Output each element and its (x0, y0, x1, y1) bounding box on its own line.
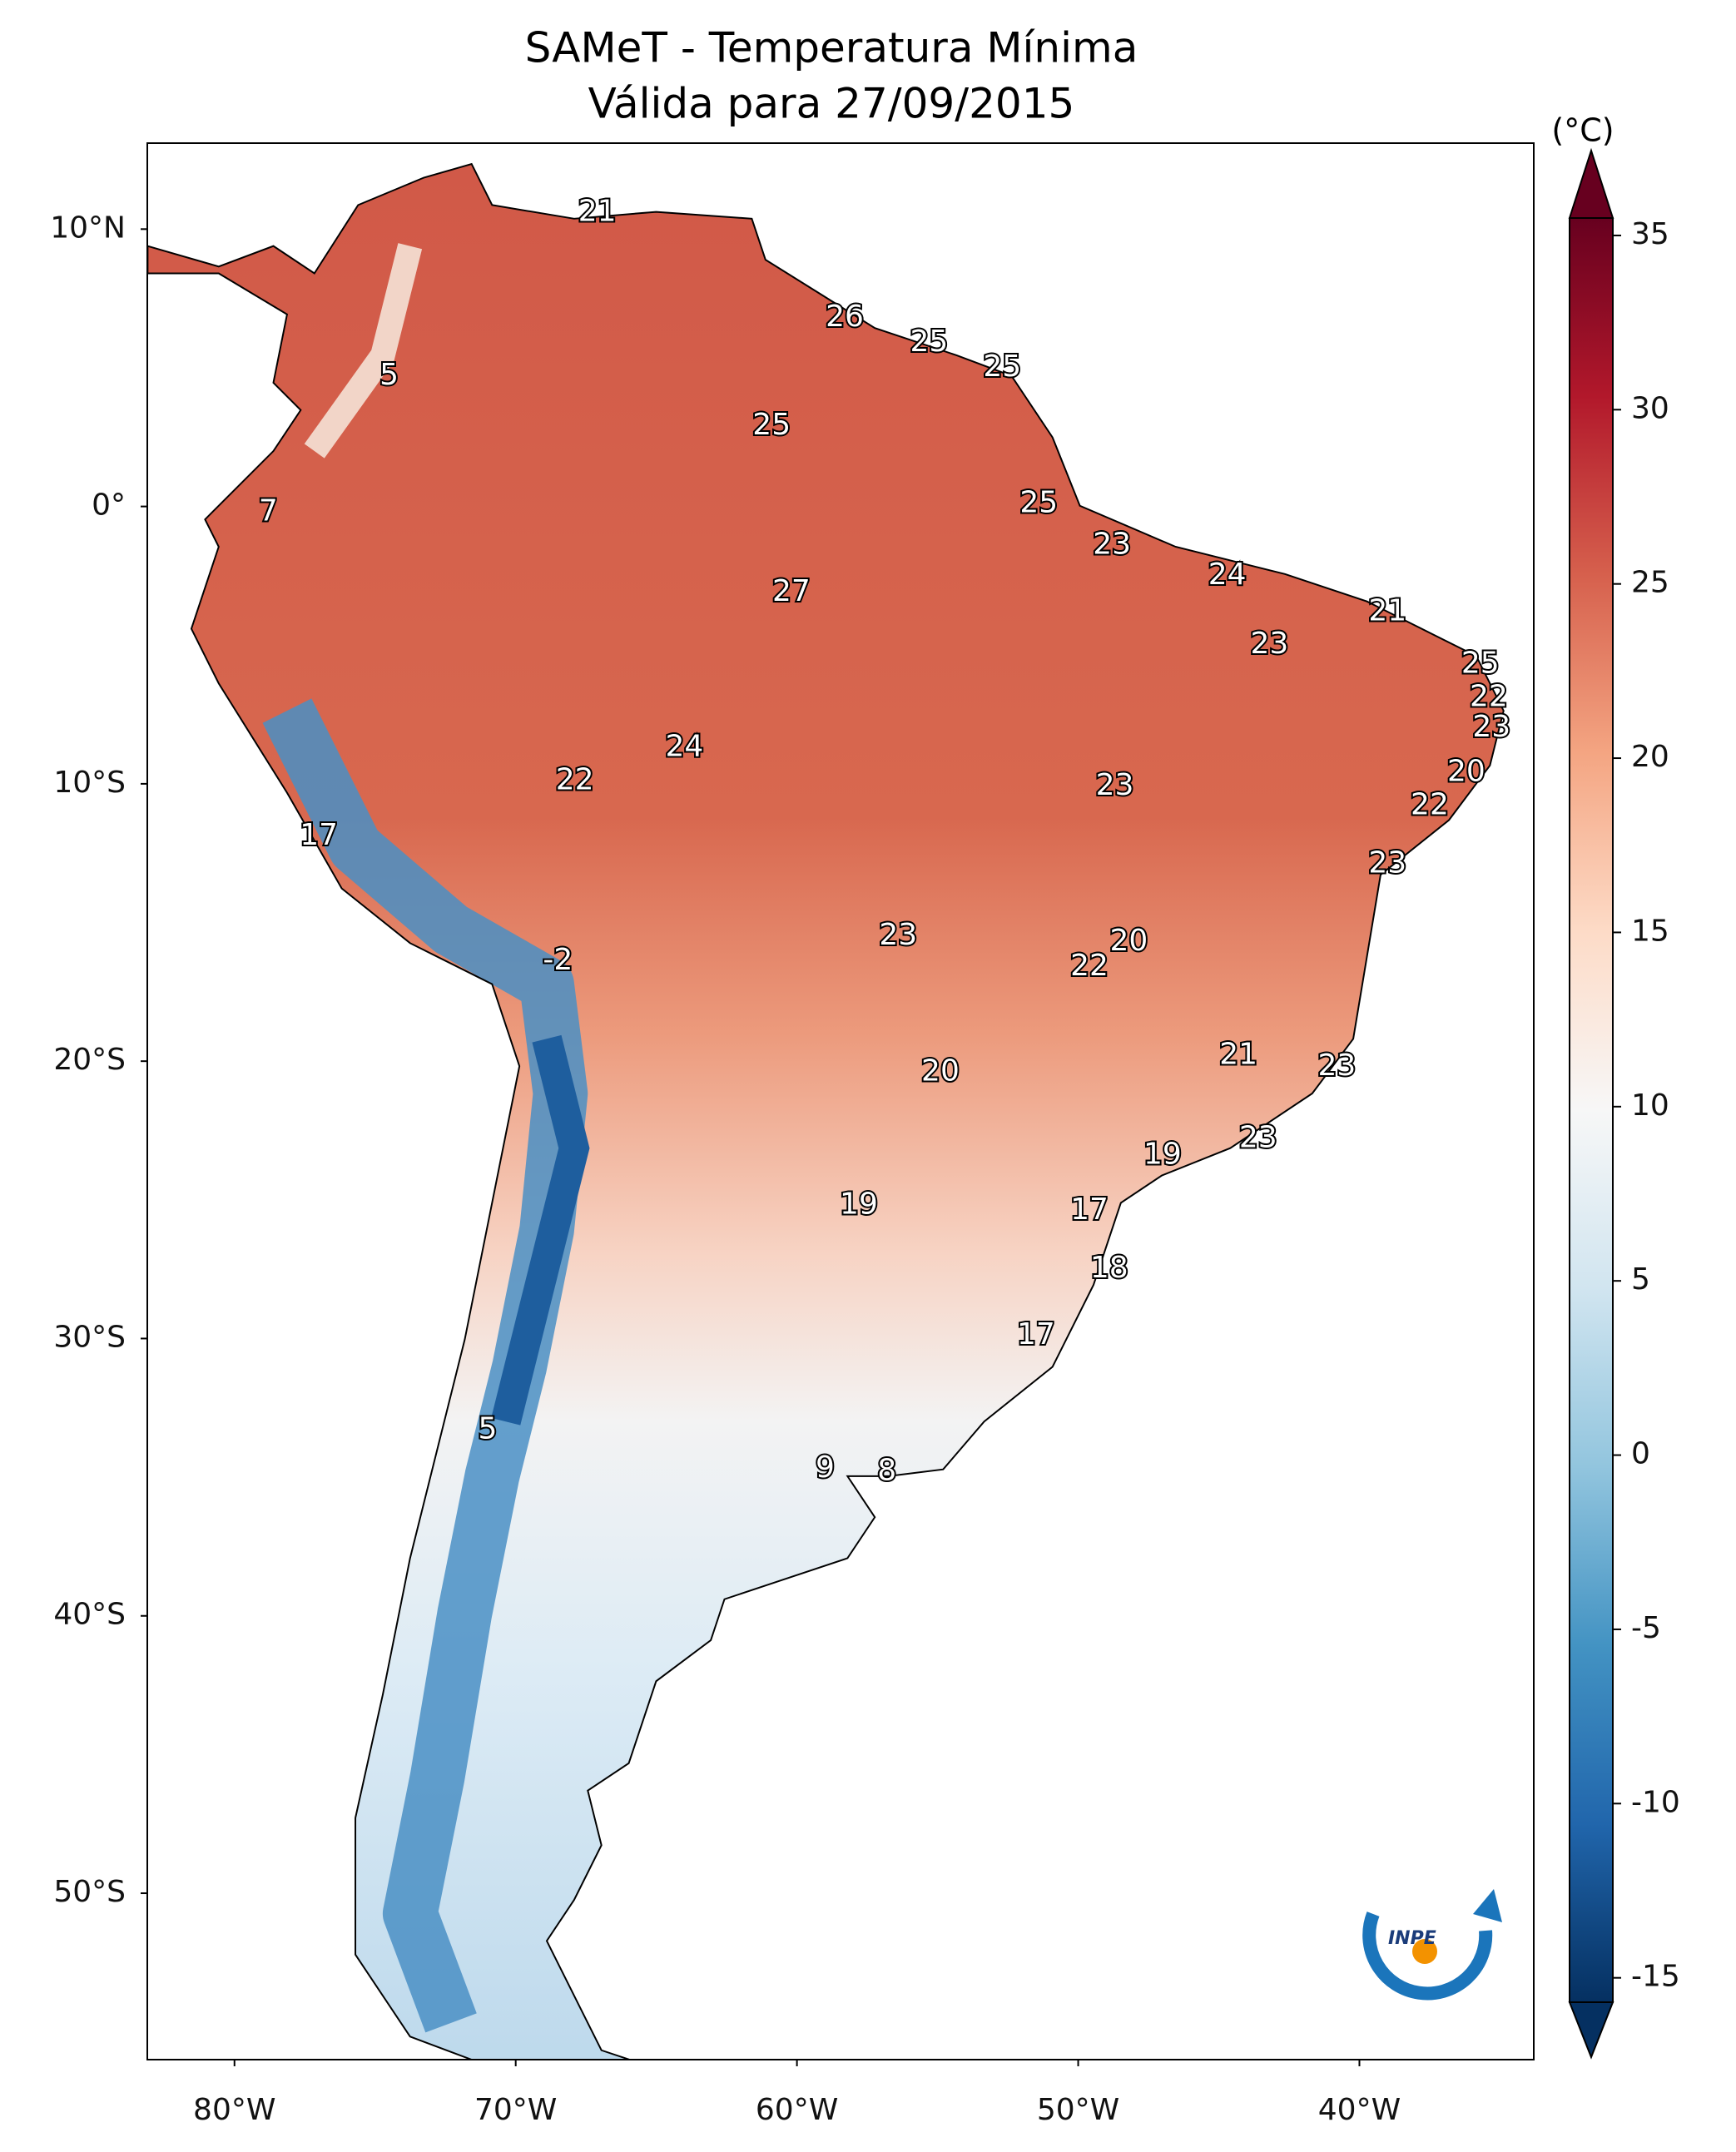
station-label: 18 (1090, 1251, 1128, 1285)
andes-cold-core (491, 1034, 590, 1426)
colorbar (1569, 217, 1614, 2003)
station-label: 7 (259, 493, 278, 528)
title: SAMeT - Temperatura Mínima (525, 24, 1138, 72)
station-label: 20 (1447, 755, 1486, 789)
colorbar-tick-label: 15 (1631, 914, 1669, 948)
station-label: 8 (877, 1453, 896, 1487)
colorbar-tick-label: 20 (1631, 740, 1669, 774)
station-label: 21 (1368, 593, 1406, 627)
station-label: 25 (1019, 485, 1058, 519)
colorbar-tick-label: 5 (1631, 1262, 1650, 1297)
y-tick-label: 20°S (53, 1043, 126, 1077)
station-label: 22 (1470, 680, 1508, 714)
x-tick-label: 50°W (1037, 2093, 1119, 2127)
station-label: 27 (772, 574, 811, 608)
y-tick-label: 10°S (53, 766, 126, 800)
station-label: 25 (1461, 647, 1500, 681)
station-label: 23 (1093, 527, 1131, 561)
station-label: -2 (543, 943, 573, 977)
logo: INPE (1362, 1889, 1502, 2001)
station-label: 22 (1070, 949, 1109, 983)
colombia-andes (304, 243, 423, 459)
map-frame (146, 142, 1535, 2060)
station-label: 23 (1472, 710, 1510, 744)
station-label: 23 (879, 918, 917, 952)
station-label: 23 (1250, 627, 1288, 661)
x-tick-label: 80°W (193, 2093, 275, 2127)
logo-text: INPE (1388, 1928, 1436, 1949)
station-label: 17 (1017, 1317, 1055, 1351)
colorbar-tick-label: -15 (1631, 1960, 1680, 1994)
x-tick-label: 70°W (474, 2093, 557, 2127)
station-label: 19 (1143, 1137, 1182, 1171)
subtitle: Válida para 27/09/2015 (588, 80, 1075, 128)
station-label: 23 (1368, 846, 1406, 880)
station-label: 9 (816, 1450, 835, 1485)
y-tick-label: 0° (92, 488, 126, 523)
station-label: 23 (1239, 1120, 1277, 1154)
colorbar-tick-label: 10 (1631, 1088, 1669, 1123)
station-label: 20 (1109, 924, 1148, 958)
colorbar-tick-label: 35 (1631, 217, 1669, 251)
station-label: 23 (1318, 1049, 1357, 1083)
x-tick-label: 40°W (1318, 2093, 1401, 2127)
station-label: 22 (1411, 788, 1449, 822)
station-label: 17 (1070, 1193, 1109, 1227)
station-label: 5 (379, 358, 399, 392)
station-label: 19 (840, 1187, 878, 1221)
station-label: 23 (1096, 768, 1134, 802)
station-label: 21 (1219, 1038, 1257, 1072)
logo-arc (1362, 1912, 1493, 2001)
logo-arrow (1473, 1889, 1502, 1922)
colorbar-tick-label: 30 (1631, 391, 1669, 425)
colorbar-tick-label: 25 (1631, 566, 1669, 600)
station-label: 20 (921, 1054, 960, 1088)
station-label: 25 (983, 350, 1021, 384)
logo-dot (1412, 1939, 1437, 1964)
colorbar-extend-top (1568, 147, 1614, 219)
colorbar-tick-label: 0 (1631, 1437, 1650, 1471)
colorbar-tick-label: -10 (1631, 1785, 1680, 1819)
station-label: 26 (826, 300, 864, 334)
y-tick-label: 30°S (53, 1320, 126, 1354)
station-label: 24 (666, 730, 704, 764)
station-label: 22 (556, 763, 594, 797)
station-label: 17 (300, 818, 338, 852)
station-label: 24 (1208, 558, 1247, 592)
colorbar-tick-label: -5 (1631, 1611, 1661, 1645)
station-label: 25 (752, 408, 791, 442)
station-label: 21 (578, 194, 617, 228)
y-tick-label: 50°S (53, 1875, 126, 1909)
y-tick-label: 10°N (50, 211, 126, 245)
colorbar-label: (°C) (1551, 112, 1614, 149)
colorbar-extend-bottom (1568, 2001, 1614, 2060)
station-label: 5 (478, 1411, 497, 1445)
x-tick-label: 60°W (756, 2093, 838, 2127)
y-tick-label: 40°S (53, 1598, 126, 1632)
station-label: 25 (910, 325, 949, 359)
